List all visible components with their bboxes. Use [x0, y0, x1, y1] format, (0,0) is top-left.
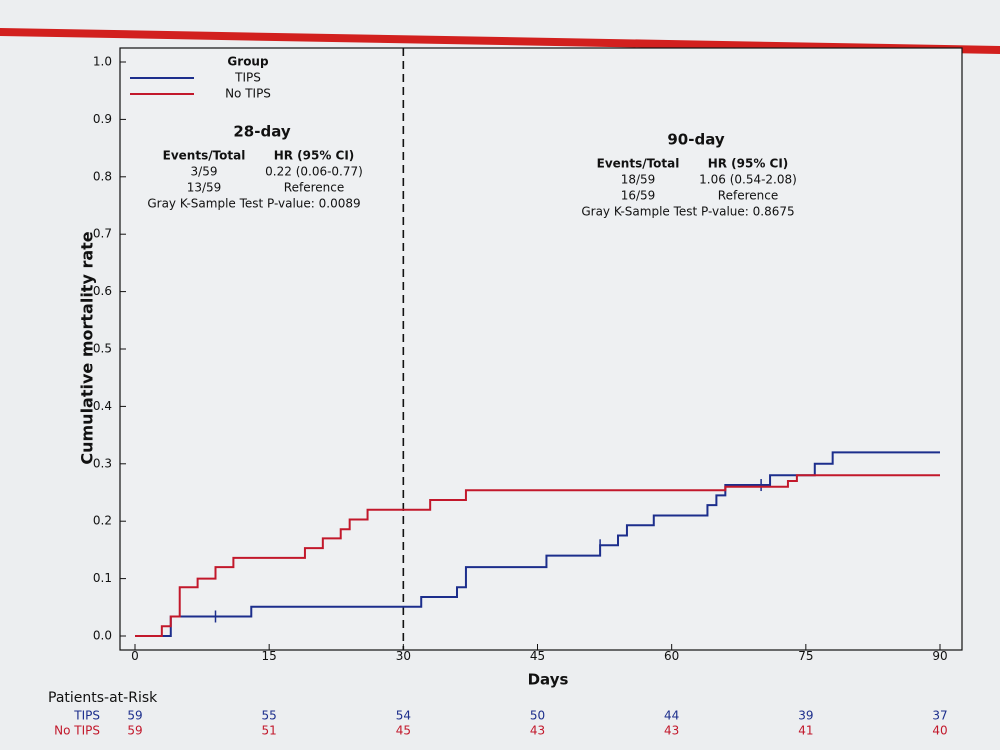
y-tick-label: 0.1 [93, 571, 112, 585]
y-tick-label: 0.5 [93, 342, 112, 356]
risk-value: 54 [396, 709, 411, 723]
y-tick-label: 0.4 [93, 399, 112, 413]
y-tick-label: 0.2 [93, 514, 112, 528]
risk-value: 41 [798, 724, 813, 738]
annotation-header: Events/Total [163, 149, 246, 163]
annotation-title: 90-day [667, 131, 724, 149]
annotation-header: HR (95% CI) [274, 149, 355, 163]
annotation-note: Gray K-Sample Test P-value: 0.8675 [581, 205, 794, 219]
risk-value: 43 [530, 724, 545, 738]
y-tick-label: 0.6 [93, 284, 112, 298]
x-tick-label: 60 [664, 649, 679, 663]
y-tick-label: 0.9 [93, 112, 112, 126]
risk-title: Patients-at-Risk [48, 690, 158, 706]
step-line [135, 451, 940, 637]
y-tick-label: 0.3 [93, 456, 112, 470]
y-axis-label: Cumulative mortality rate [78, 231, 97, 464]
risk-value: 55 [262, 709, 277, 723]
risk-value: 59 [127, 709, 142, 723]
x-tick-label: 90 [932, 649, 947, 663]
x-axis-label: Days [528, 671, 569, 689]
x-tick-label: 30 [396, 649, 411, 663]
x-tick-label: 0 [131, 649, 139, 663]
annotation-cell: 0.22 (0.06-0.77) [265, 165, 363, 179]
y-tick-label: 1.0 [93, 55, 112, 69]
x-tick-label: 75 [798, 649, 813, 663]
legend-label: TIPS [234, 71, 261, 85]
risk-row-name: TIPS [73, 709, 100, 723]
risk-value: 44 [664, 709, 679, 723]
risk-row-name: No TIPS [54, 724, 100, 738]
annotation-header: HR (95% CI) [708, 157, 789, 171]
risk-value: 50 [530, 709, 545, 723]
risk-value: 39 [798, 709, 813, 723]
annotation-cell: 13/59 [187, 181, 222, 195]
annotation-cell: 3/59 [191, 165, 218, 179]
risk-value: 37 [932, 709, 947, 723]
risk-value: 45 [396, 724, 411, 738]
risk-value: 43 [664, 724, 679, 738]
annotation-header: Events/Total [597, 157, 680, 171]
legend-label: No TIPS [225, 87, 271, 101]
y-tick-label: 0.7 [93, 227, 112, 241]
plot-frame [119, 47, 963, 651]
annotation-cell: Reference [718, 189, 778, 203]
x-tick-label: 15 [262, 649, 277, 663]
annotation-cell: 1.06 (0.54-2.08) [699, 173, 797, 187]
y-tick-label: 0.8 [93, 169, 112, 183]
risk-value: 59 [127, 724, 142, 738]
risk-value: 40 [932, 724, 947, 738]
y-tick-label: 0.0 [93, 629, 112, 643]
x-tick-label: 45 [530, 649, 545, 663]
annotation-cell: Reference [284, 181, 344, 195]
annotation-cell: 18/59 [621, 173, 656, 187]
step-line [135, 474, 940, 637]
annotation-note: Gray K-Sample Test P-value: 0.0089 [147, 197, 360, 211]
annotation-title: 28-day [233, 123, 290, 141]
risk-value: 51 [262, 724, 277, 738]
legend-title: Group [227, 55, 269, 69]
annotation-cell: 16/59 [621, 189, 656, 203]
